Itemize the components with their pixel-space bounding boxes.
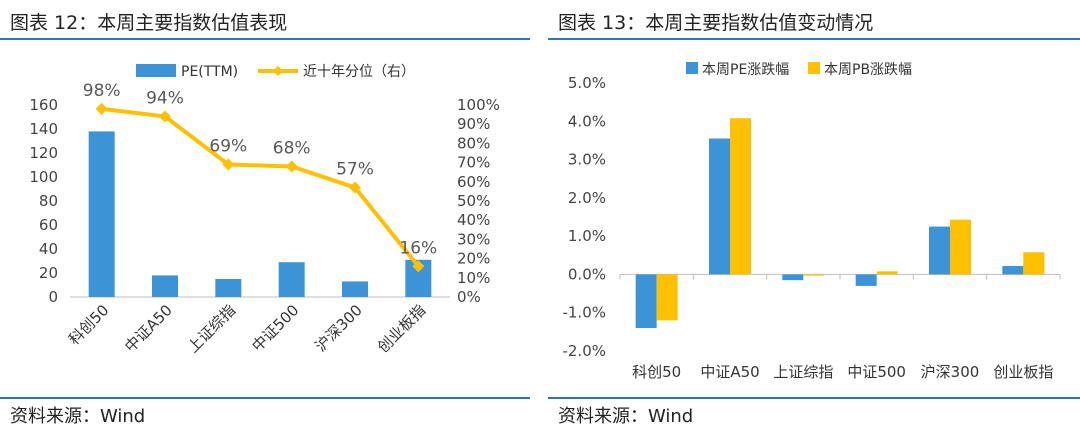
bar-pe-change — [929, 226, 950, 275]
y-tick-label: 100 — [29, 168, 58, 186]
y-tick-label: 160 — [29, 96, 58, 114]
legend-swatch-pb-change — [808, 62, 820, 74]
point-percentile — [222, 158, 235, 171]
y2-tick-label: 100% — [457, 96, 500, 114]
x-tick-label: 创业板指 — [993, 363, 1053, 381]
chart-panel-valuation-change: 图表 13：本周主要指数估值变动情况 本周PE涨跌幅 本周PB涨跌幅 -2.0% -1… — [548, 0, 1080, 427]
bar-pe — [278, 262, 305, 297]
legend-label-pb-change: 本周PB涨跌幅 — [824, 62, 912, 78]
data-label-percentile: 68% — [273, 138, 311, 158]
bar-pb-change — [803, 274, 825, 276]
data-label-percentile: 69% — [209, 137, 247, 157]
y-tick-label: 60 — [39, 216, 58, 234]
line-percentile — [101, 106, 420, 268]
legend-label-pe-change: 本周PE涨跌幅 — [702, 62, 789, 78]
x-tick-label: 上证综指 — [184, 301, 239, 356]
y-tick-label: 1.0% — [568, 227, 606, 245]
bar-pe-change — [855, 274, 877, 286]
chart-title: 图表 12：本周主要指数估值表现 — [10, 12, 288, 34]
y2-tick-label: 80% — [457, 134, 490, 152]
valuation-change-chart: 本周PE涨跌幅 本周PB涨跌幅 -2.0% -1.0% 0.0% 1.0% 2.0% 3.0%… — [562, 62, 1061, 381]
point-percentile — [159, 110, 171, 123]
bar-pe-change — [1002, 266, 1024, 275]
x-tick-label: 沪深300 — [921, 363, 980, 381]
chart-panel-valuation: 图表 12：本周主要指数估值表现 PE(TTM) 近十年分位（右） 0 20 40 60 8… — [0, 0, 530, 427]
bar-pb-change — [656, 274, 678, 321]
legend-swatch-pe — [136, 64, 176, 77]
point-percentile — [95, 102, 108, 115]
data-label-percentile: 98% — [83, 81, 121, 101]
chart-title: 图表 13：本周主要指数估值变动情况 — [558, 12, 874, 34]
y-tick-label: 20 — [39, 264, 58, 282]
x-tick-label: 沪深300 — [312, 301, 366, 355]
legend-label-percentile: 近十年分位（右） — [303, 64, 415, 80]
x-tick-label: 中证500 — [248, 301, 302, 355]
point-percentile — [412, 260, 425, 273]
point-percentile — [285, 160, 298, 173]
y2-tick-label: 0% — [457, 288, 481, 306]
bar-pe — [342, 281, 368, 297]
title-rule — [0, 38, 530, 40]
legend-marker-percentile — [273, 66, 283, 76]
y-tick-label: 0.0% — [568, 265, 606, 283]
y2-tick-label: 30% — [457, 230, 490, 248]
bar-pb-change — [876, 271, 898, 275]
valuation-chart: PE(TTM) 近十年分位（右）0204060801001201401600%10… — [29, 64, 500, 356]
x-tick-label: 创业板指 — [374, 301, 429, 356]
point-percentile — [349, 181, 361, 194]
footer-rule — [0, 397, 530, 399]
y2-tick-label: 60% — [457, 173, 490, 191]
bar-pb-change — [730, 118, 751, 275]
x-tick-label: 科创50 — [632, 363, 681, 381]
bar-pb-change — [1023, 252, 1045, 275]
legend-label-pe: PE(TTM) — [181, 64, 238, 80]
source-note: 资料来源：Wind — [10, 406, 146, 427]
bar-pe-change — [782, 274, 804, 281]
y-tick-label: 3.0% — [568, 151, 606, 169]
y-tick-label: -1.0% — [562, 304, 606, 322]
x-tick-label: 科创50 — [65, 301, 112, 348]
y-tick-label: 80 — [39, 192, 58, 210]
y-tick-label: 0 — [48, 288, 58, 306]
legend-swatch-pe-change — [686, 62, 698, 74]
source-note: 资料来源：Wind — [558, 406, 694, 427]
x-tick-label: 中证A50 — [700, 363, 759, 381]
data-label-percentile: 94% — [146, 89, 184, 109]
bar-pb-change — [950, 219, 971, 275]
bar-pe — [88, 131, 115, 297]
y2-tick-label: 10% — [457, 269, 490, 287]
title-rule — [548, 38, 1080, 40]
x-tick-label: 中证500 — [847, 363, 906, 381]
y-tick-label: -2.0% — [562, 342, 606, 360]
y-tick-label: 2.0% — [568, 189, 606, 207]
bar-pe — [215, 279, 242, 297]
bar-pe — [152, 275, 178, 297]
y2-tick-label: 40% — [457, 211, 490, 229]
bar-pe-change — [635, 274, 657, 329]
y2-tick-label: 50% — [457, 192, 490, 210]
y2-tick-label: 70% — [457, 154, 490, 172]
data-label-percentile: 16% — [399, 238, 437, 258]
data-label-percentile: 57% — [336, 160, 374, 180]
y-tick-label: 140 — [29, 120, 58, 138]
y-tick-label: 40 — [39, 240, 58, 258]
y2-tick-label: 20% — [457, 250, 490, 268]
y-tick-label: 5.0% — [568, 74, 606, 92]
x-tick-label: 上证综指 — [773, 363, 833, 381]
y-tick-label: 120 — [29, 144, 58, 162]
y2-tick-label: 90% — [457, 115, 490, 133]
x-tick-label: 中证A50 — [121, 301, 176, 356]
footer-rule — [548, 397, 1080, 399]
bar-pe-change — [709, 138, 730, 275]
y-tick-label: 4.0% — [568, 112, 606, 130]
